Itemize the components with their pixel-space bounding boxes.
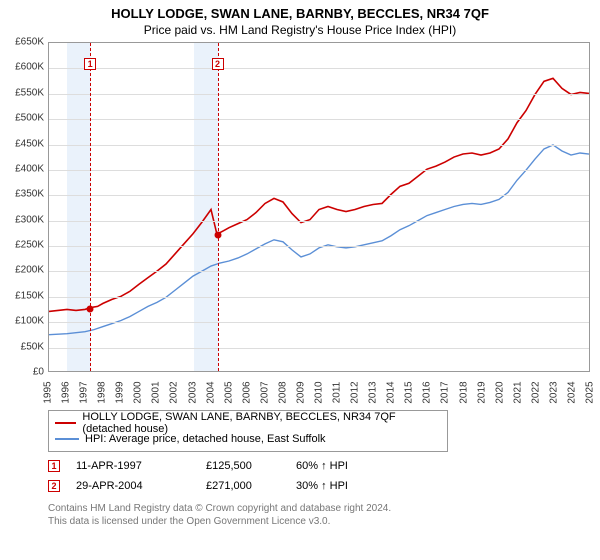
y-axis-label: £50K [4,341,44,352]
x-axis-label: 2011 [332,378,343,408]
x-axis-label: 1995 [43,378,54,408]
sales-row-date: 11-APR-1997 [76,460,206,472]
x-axis-label: 2019 [476,378,487,408]
y-axis-label: £400K [4,163,44,174]
grid-line-y [49,145,589,146]
series-line [49,145,589,335]
y-axis-label: £350K [4,189,44,200]
grid-line-y [49,68,589,69]
legend-label: HPI: Average price, detached house, East… [85,433,326,445]
y-axis-label: £100K [4,316,44,327]
grid-line-y [49,297,589,298]
sales-table: 1 11-APR-1997£125,50060% ↑ HPI 2 29-APR-200… [48,456,396,496]
sales-row: 1 11-APR-1997£125,50060% ↑ HPI [48,456,396,476]
sale-marker-dot [87,306,94,313]
footer-line-2: This data is licensed under the Open Gov… [48,515,391,528]
chart-area: 12 £0£50K£100K£150K£200K£250K£300K£350K£… [0,42,600,402]
y-axis-label: £200K [4,265,44,276]
chart-container: HOLLY LODGE, SWAN LANE, BARNBY, BECCLES,… [0,0,600,560]
x-axis-label: 2002 [169,378,180,408]
sales-row: 2 29-APR-2004£271,00030% ↑ HPI [48,476,396,496]
y-axis-label: £300K [4,214,44,225]
x-axis-label: 2013 [368,378,379,408]
x-axis-label: 2024 [566,378,577,408]
sales-row-price: £125,500 [206,460,296,472]
y-axis-label: £650K [4,37,44,48]
grid-line-y [49,94,589,95]
x-axis-label: 2021 [512,378,523,408]
grid-line-y [49,246,589,247]
y-axis-label: £250K [4,240,44,251]
footer-attribution: Contains HM Land Registry data © Crown c… [48,502,391,528]
sale-marker-dot [214,232,221,239]
y-axis-label: £450K [4,138,44,149]
grid-line-y [49,348,589,349]
x-axis-label: 2003 [187,378,198,408]
sales-row-diff: 60% ↑ HPI [296,460,396,472]
x-axis-label: 2006 [241,378,252,408]
x-axis-label: 2014 [386,378,397,408]
y-axis-label: £500K [4,113,44,124]
x-axis-label: 2009 [295,378,306,408]
legend: HOLLY LODGE, SWAN LANE, BARNBY, BECCLES,… [48,410,448,452]
x-axis-label: 2025 [585,378,596,408]
x-axis-label: 2004 [205,378,216,408]
x-axis-label: 2008 [277,378,288,408]
x-axis-label: 2023 [548,378,559,408]
x-axis-label: 2015 [404,378,415,408]
event-marker: 2 [212,58,224,70]
y-axis-label: £150K [4,290,44,301]
x-axis-label: 2017 [440,378,451,408]
footer-line-1: Contains HM Land Registry data © Crown c… [48,502,391,515]
y-axis-label: £600K [4,62,44,73]
x-axis-label: 2000 [133,378,144,408]
event-marker: 1 [84,58,96,70]
y-axis-label: £0 [4,367,44,378]
x-axis-label: 1998 [97,378,108,408]
y-axis-label: £550K [4,87,44,98]
x-axis-label: 2016 [422,378,433,408]
x-axis-label: 2001 [151,378,162,408]
chart-title: HOLLY LODGE, SWAN LANE, BARNBY, BECCLES,… [0,0,600,21]
x-axis-label: 2007 [259,378,270,408]
legend-item: HOLLY LODGE, SWAN LANE, BARNBY, BECCLES,… [55,415,441,431]
grid-line-y [49,322,589,323]
chart-subtitle: Price paid vs. HM Land Registry's House … [0,21,600,41]
sales-row-date: 29-APR-2004 [76,480,206,492]
grid-line-y [49,221,589,222]
event-line [90,43,91,371]
grid-line-y [49,170,589,171]
x-axis-label: 1997 [79,378,90,408]
grid-line-y [49,119,589,120]
x-axis-label: 2010 [314,378,325,408]
grid-line-y [49,271,589,272]
x-axis-label: 1999 [115,378,126,408]
legend-label: HOLLY LODGE, SWAN LANE, BARNBY, BECCLES,… [82,411,441,435]
sales-row-marker: 1 [48,460,60,472]
x-axis-label: 2020 [494,378,505,408]
sales-row-price: £271,000 [206,480,296,492]
x-axis-label: 1996 [61,378,72,408]
event-line [218,43,219,371]
legend-swatch [55,422,76,424]
x-axis-label: 2022 [530,378,541,408]
x-axis-label: 2018 [458,378,469,408]
sales-row-marker: 2 [48,480,60,492]
legend-swatch [55,438,79,440]
plot-area: 12 [48,42,590,372]
x-axis-label: 2012 [350,378,361,408]
x-axis-label: 2005 [223,378,234,408]
grid-line-y [49,195,589,196]
sales-row-diff: 30% ↑ HPI [296,480,396,492]
